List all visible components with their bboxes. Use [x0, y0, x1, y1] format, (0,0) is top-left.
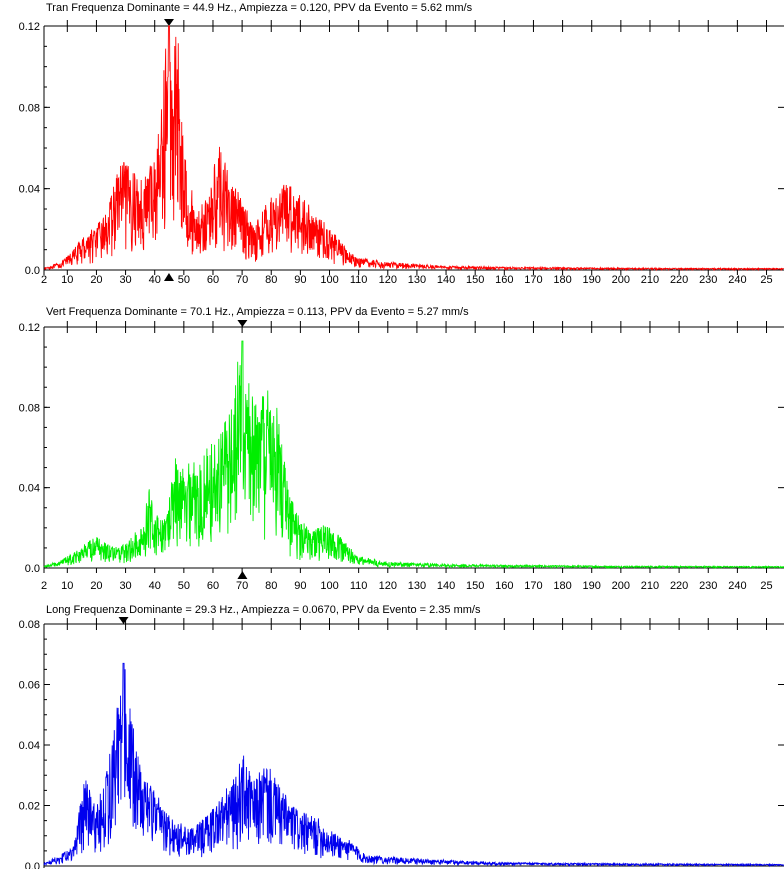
plot-vert: [43, 340, 784, 570]
panel-long: Long Frequenza Dominante = 29.3 Hz., Amp…: [19, 604, 784, 869]
x-tick-label: 210: [641, 274, 659, 286]
x-tick-label: 20: [90, 580, 102, 592]
y-tick-label: 0.08: [19, 619, 40, 631]
x-tick-label: 2: [41, 274, 47, 286]
x-tick-label: 20: [90, 274, 102, 286]
dominant-frequency-marker-top: [118, 617, 129, 624]
x-tick-label: 40: [149, 580, 161, 592]
x-tick-label: 140: [437, 580, 455, 592]
dominant-frequency-marker-top: [163, 19, 174, 26]
x-tick-label: 150: [466, 274, 484, 286]
yticks-vert: 0.0 0.04 0.08 0.12: [19, 322, 50, 575]
x-tick-label: 30: [119, 580, 131, 592]
plot-long: [43, 662, 784, 868]
x-tick-label: 100: [320, 274, 338, 286]
y-tick-label: 0.12: [19, 21, 40, 33]
x-tick-label: 90: [294, 580, 306, 592]
x-tick-label: 120: [379, 274, 397, 286]
x-tick-label: 100: [320, 580, 338, 592]
xticks-vert: 2 10 20 30 40 50 60 70 80 90 100 110 120 130 140 150 160…: [41, 568, 773, 592]
xticks-tran: 2 10 20 30 40 50 60 70 80 90 100 110 120 130 140 150 160…: [41, 270, 773, 286]
x-tick-label: 180: [553, 274, 571, 286]
x-tick-label: 220: [670, 274, 688, 286]
x-tick-label: 150: [466, 580, 484, 592]
x-tick-label: 200: [612, 580, 630, 592]
x-tick-label: 130: [408, 274, 426, 286]
x-tick-label: 240: [728, 274, 746, 286]
dominant-frequency-marker-bottom: [237, 571, 248, 579]
x-tick-label: 210: [641, 580, 659, 592]
x-tick-label: 25: [760, 274, 772, 286]
x-tick-label: 200: [612, 274, 630, 286]
grid-tran: [43, 19, 784, 281]
title-tran: Tran Frequenza Dominante = 44.9 Hz., Amp…: [46, 2, 473, 14]
plot-tran: [43, 25, 784, 272]
x-tick-label: 170: [524, 274, 542, 286]
x-tick-label: 130: [408, 580, 426, 592]
x-tick-label: 70: [236, 580, 248, 592]
x-tick-label: 80: [265, 274, 277, 286]
y-tick-label: 0.04: [19, 184, 40, 196]
y-tick-label: 0.0: [25, 265, 40, 277]
x-tick-label: 40: [149, 274, 161, 286]
x-tick-label: 10: [61, 580, 73, 592]
x-tick-label: 30: [119, 274, 131, 286]
y-tick-label: 0.08: [19, 102, 40, 114]
dominant-frequency-marker-bottom: [163, 273, 174, 281]
y-tick-label: 0.08: [19, 402, 40, 414]
x-tick-label: 230: [699, 580, 717, 592]
x-tick-label: 110: [350, 274, 368, 286]
x-tick-label: 2: [41, 580, 47, 592]
x-tick-label: 220: [670, 580, 688, 592]
yticks-tran: 0.0 0.04 0.08 0.12: [19, 21, 50, 277]
x-tick-label: 190: [583, 274, 601, 286]
yticks-long: 0.0 0.02 0.04 0.06 0.08: [19, 619, 50, 869]
y-tick-label: 0.12: [19, 322, 40, 334]
x-tick-label: 180: [553, 580, 571, 592]
x-tick-label: 25: [760, 580, 772, 592]
x-tick-label: 240: [728, 580, 746, 592]
panel-vert: Vert Frequenza Dominante = 70.1 Hz., Amp…: [19, 306, 784, 592]
series-line-long: [43, 662, 784, 868]
series-line-vert: [43, 340, 784, 570]
x-tick-label: 60: [207, 274, 219, 286]
x-tick-label: 90: [294, 274, 306, 286]
y-tick-label: 0.06: [19, 680, 40, 692]
x-tick-label: 70: [236, 274, 248, 286]
title-vert: Vert Frequenza Dominante = 70.1 Hz., Amp…: [46, 306, 469, 318]
x-tick-label: 80: [265, 580, 277, 592]
y-tick-label: 0.04: [19, 483, 40, 495]
grid-vert: [43, 320, 784, 579]
panel-tran: Tran Frequenza Dominante = 44.9 Hz., Amp…: [19, 2, 784, 286]
x-tick-label: 230: [699, 274, 717, 286]
x-tick-label: 170: [524, 580, 542, 592]
grid-long: [43, 617, 784, 868]
title-long: Long Frequenza Dominante = 29.3 Hz., Amp…: [46, 604, 481, 616]
x-tick-label: 160: [495, 274, 513, 286]
x-tick-label: 50: [178, 274, 190, 286]
x-tick-label: 190: [583, 580, 601, 592]
series-line-tran: [43, 25, 784, 272]
x-tick-label: 50: [178, 580, 190, 592]
x-tick-label: 110: [350, 580, 368, 592]
x-tick-label: 120: [379, 580, 397, 592]
x-tick-label: 10: [61, 274, 73, 286]
y-tick-label: 0.0: [25, 563, 40, 575]
x-tick-label: 140: [437, 274, 455, 286]
x-tick-label: 60: [207, 580, 219, 592]
x-tick-label: 160: [495, 580, 513, 592]
y-tick-label: 0.0: [25, 861, 40, 869]
y-tick-label: 0.04: [19, 740, 40, 752]
y-tick-label: 0.02: [19, 801, 40, 813]
dominant-frequency-marker-top: [237, 320, 248, 327]
